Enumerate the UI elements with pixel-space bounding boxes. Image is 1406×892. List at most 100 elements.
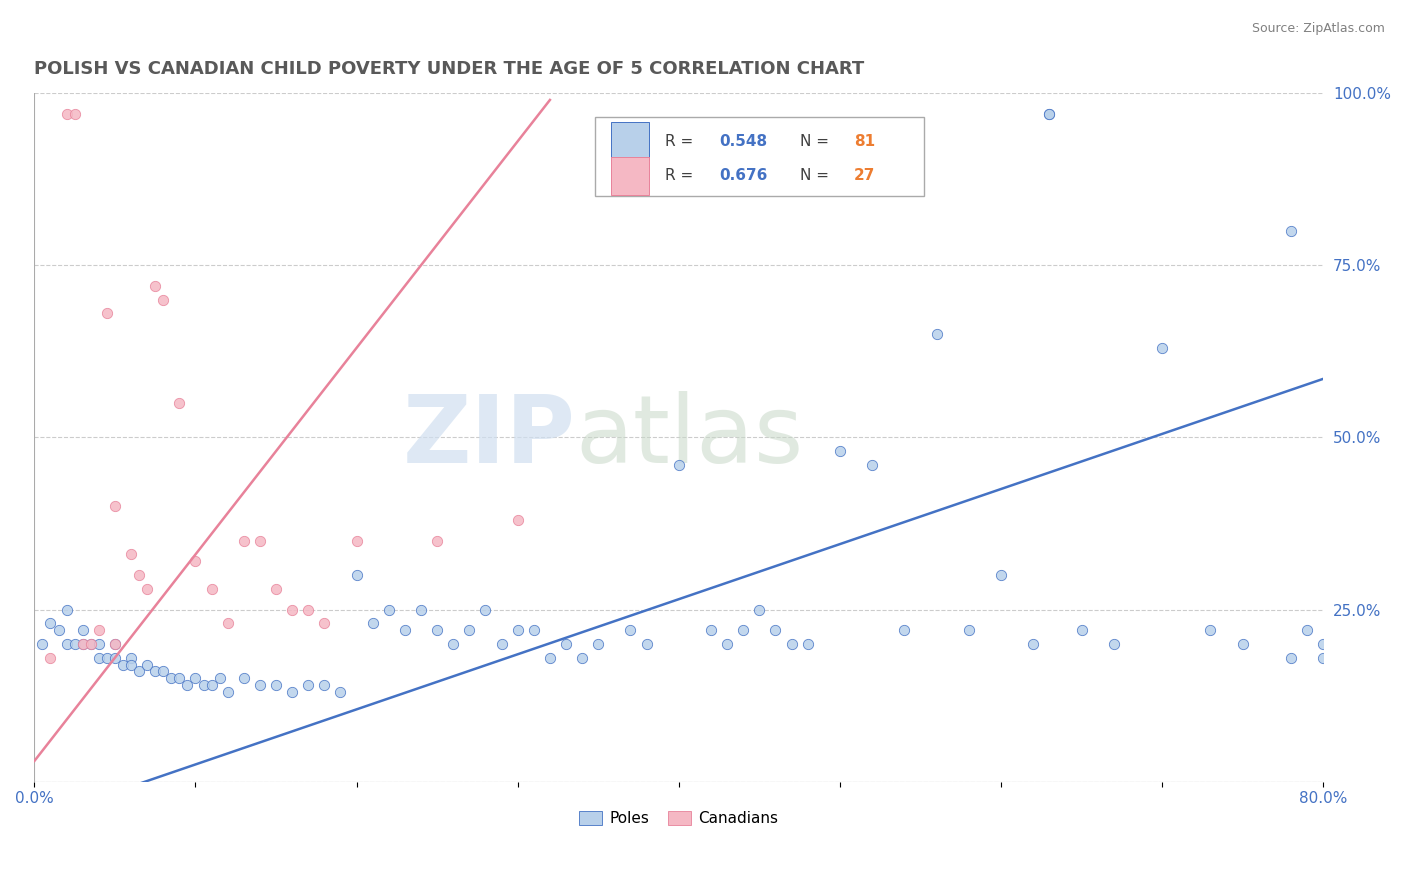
Point <box>232 671 254 685</box>
Point <box>128 568 150 582</box>
Point <box>796 637 818 651</box>
Point <box>1022 637 1045 651</box>
Point <box>925 327 948 342</box>
Point <box>249 533 271 548</box>
Point <box>80 637 103 651</box>
Point <box>1152 341 1174 355</box>
Point <box>748 602 770 616</box>
Point <box>1232 637 1254 651</box>
Point <box>128 665 150 679</box>
Point <box>297 678 319 692</box>
Point <box>120 657 142 672</box>
Text: Source: ZipAtlas.com: Source: ZipAtlas.com <box>1251 22 1385 36</box>
Point <box>152 293 174 307</box>
Point <box>143 665 166 679</box>
Point <box>48 623 70 637</box>
Point <box>619 623 641 637</box>
Point <box>87 650 110 665</box>
Point <box>63 106 86 120</box>
Point <box>329 685 352 699</box>
Point <box>1038 106 1060 120</box>
Point <box>72 637 94 651</box>
Text: ZIP: ZIP <box>404 392 575 483</box>
Text: N =: N = <box>800 169 834 183</box>
Point <box>55 602 77 616</box>
Point <box>780 637 803 651</box>
Point <box>409 602 432 616</box>
Point <box>361 616 384 631</box>
Point <box>249 678 271 692</box>
Point <box>136 657 159 672</box>
Point <box>426 533 449 548</box>
Point <box>1296 623 1319 637</box>
Point <box>193 678 215 692</box>
Point <box>441 637 464 651</box>
Text: 0.676: 0.676 <box>718 169 768 183</box>
Point <box>346 568 368 582</box>
Point <box>200 678 222 692</box>
Point <box>31 637 53 651</box>
Point <box>491 637 513 651</box>
Point <box>136 582 159 596</box>
Point <box>120 548 142 562</box>
Point <box>588 637 610 651</box>
Point <box>96 306 118 320</box>
Point <box>176 678 198 692</box>
Point <box>281 685 304 699</box>
Text: POLISH VS CANADIAN CHILD POVERTY UNDER THE AGE OF 5 CORRELATION CHART: POLISH VS CANADIAN CHILD POVERTY UNDER T… <box>34 60 865 78</box>
Point <box>828 444 851 458</box>
Point <box>143 278 166 293</box>
Point <box>87 637 110 651</box>
Point <box>1199 623 1222 637</box>
Point <box>87 623 110 637</box>
Point <box>1070 623 1092 637</box>
Point <box>1038 106 1060 120</box>
Text: 0.548: 0.548 <box>718 134 766 149</box>
Point <box>571 650 593 665</box>
Point <box>506 623 529 637</box>
Point <box>104 500 127 514</box>
Point <box>1312 650 1334 665</box>
Point <box>80 637 103 651</box>
Point <box>668 458 690 472</box>
Point <box>346 533 368 548</box>
Text: 27: 27 <box>853 169 876 183</box>
Point <box>72 623 94 637</box>
Point <box>860 458 883 472</box>
Point <box>700 623 723 637</box>
Point <box>104 650 127 665</box>
Point <box>184 554 207 568</box>
Point <box>1279 650 1302 665</box>
FancyBboxPatch shape <box>610 122 650 161</box>
Point <box>39 616 62 631</box>
Point <box>39 650 62 665</box>
Point <box>506 513 529 527</box>
Point <box>104 637 127 651</box>
Point <box>217 685 239 699</box>
Point <box>111 657 134 672</box>
Point <box>314 678 336 692</box>
Text: N =: N = <box>800 134 834 149</box>
Point <box>55 106 77 120</box>
Point <box>1312 637 1334 651</box>
Point <box>72 637 94 651</box>
Point <box>957 623 980 637</box>
Point <box>169 396 191 410</box>
Point <box>426 623 449 637</box>
Point <box>264 582 287 596</box>
Point <box>378 602 401 616</box>
Text: atlas: atlas <box>575 392 804 483</box>
Point <box>765 623 787 637</box>
Point <box>217 616 239 631</box>
Point <box>1102 637 1125 651</box>
Point <box>990 568 1012 582</box>
Point <box>636 637 658 651</box>
Point <box>160 671 183 685</box>
Text: 81: 81 <box>853 134 876 149</box>
Point <box>1279 224 1302 238</box>
Point <box>96 650 118 665</box>
Point <box>538 650 561 665</box>
FancyBboxPatch shape <box>610 157 650 194</box>
Point <box>184 671 207 685</box>
Point <box>208 671 231 685</box>
